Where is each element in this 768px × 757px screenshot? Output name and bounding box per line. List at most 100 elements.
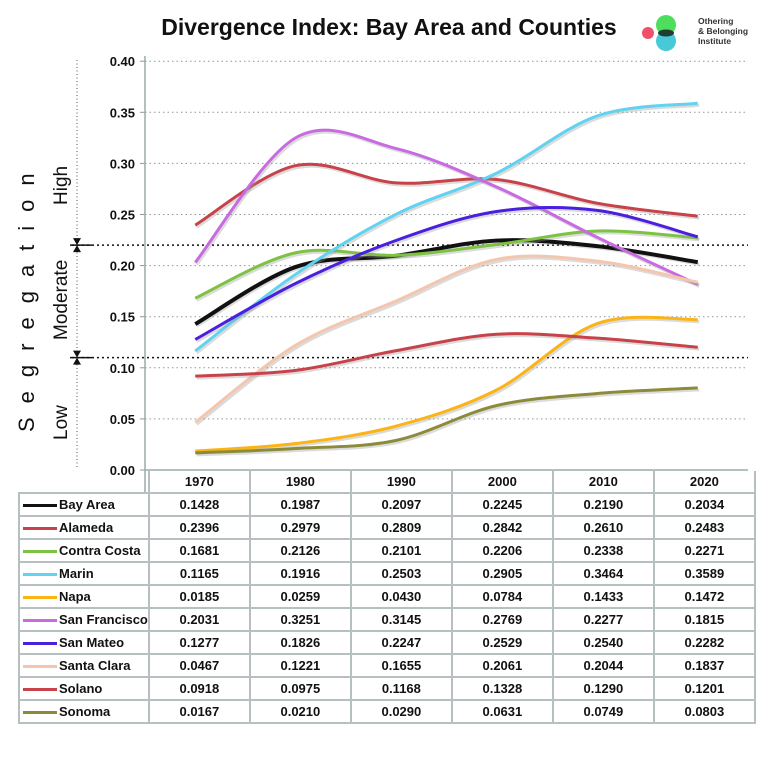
legend-swatch-icon [23,619,57,623]
data-label: 0.1837 [652,653,756,678]
series-line-shadow [196,208,700,343]
x-tick-label: 2020 [652,471,756,494]
label-low: Low [51,405,72,440]
series-name: Contra Costa [59,543,141,558]
legend-swatch-icon [23,573,57,577]
legend-entry: San Francisco [18,607,150,632]
data-label: 0.1277 [147,630,251,655]
series-line-san-francisco [194,128,699,286]
series-name: Marin [59,566,94,581]
series-line-napa [195,315,698,453]
legend-entry: Solano [18,676,150,701]
data-label: 0.0259 [248,584,352,609]
data-label: 0.2529 [450,630,554,655]
data-label: 0.0185 [147,584,251,609]
data-label: 0.2061 [450,653,554,678]
data-label: 0.2282 [652,630,756,655]
series-line-shadow [196,317,700,455]
data-label: 0.1655 [349,653,453,678]
series-line-shadow [196,231,700,302]
legend-swatch-icon [23,550,57,554]
table-row: Alameda 0.2396 0.2979 0.2809 0.2842 0.2610 0.2… [18,515,756,540]
series-name: Napa [59,589,91,604]
x-tick-label: 1970 [147,471,251,494]
data-label: 0.2809 [349,515,453,540]
y-tick-label: 0.25 [110,208,135,223]
data-label: 0.0918 [147,676,251,701]
legend-swatch-icon [23,642,57,646]
data-label: 0.3145 [349,607,453,632]
table-row: Bay Area 0.1428 0.1987 0.2097 0.2245 0.2190 0.… [18,492,756,517]
y-tick-label: 0.20 [110,259,135,274]
y-tick-label: 0.35 [110,105,135,120]
table-row: Solano 0.0918 0.0975 0.1168 0.1328 0.1290 0.12… [18,676,756,701]
data-label: 0.1987 [248,492,352,517]
data-label: 0.2277 [551,607,655,632]
series-name: Bay Area [59,497,115,512]
table-row: Marin 0.1165 0.1916 0.2503 0.2905 0.3464 0.358… [18,561,756,586]
data-label: 0.2097 [349,492,453,517]
series-name: Sonoma [59,704,111,719]
series-line-shadow [195,164,700,229]
table-row: Contra Costa 0.1681 0.2126 0.2101 0.2206 0.23… [18,538,756,563]
series-name: San Mateo [59,635,125,650]
data-label: 0.2101 [349,538,453,563]
data-label: 0.2126 [248,538,352,563]
series-line-santa-clara [194,254,699,424]
series-line-alameda [194,162,698,227]
data-label: 0.0290 [349,699,453,724]
y-tick-label: 0.05 [110,412,135,427]
data-label: 0.1328 [450,676,554,701]
legend-swatch-icon [23,711,57,715]
data-label: 0.3464 [551,561,655,586]
legend-entry: Contra Costa [18,538,150,563]
data-label: 0.2396 [147,515,251,540]
data-label: 0.2610 [551,515,655,540]
data-label: 0.1433 [551,584,655,609]
chart-title: Divergence Index: Bay Area and Counties [161,14,617,40]
threshold-arrow-icon [73,238,81,253]
legend-entry: Napa [18,584,150,609]
series-line-shadow [195,103,700,355]
data-label: 0.2905 [450,561,554,586]
data-label: 0.1165 [147,561,251,586]
data-label: 0.2271 [652,538,756,563]
legend-swatch-icon [23,527,57,531]
data-label: 0.1290 [551,676,655,701]
logo-icon [642,15,676,51]
y-tick-label: 0.40 [110,54,135,69]
y-tick-label: 0.00 [110,463,135,478]
data-label: 0.1826 [248,630,352,655]
data-label: 0.1201 [652,676,756,701]
series-name: Solano [59,681,103,696]
data-label: 0.1472 [652,584,756,609]
data-label: 0.2540 [551,630,655,655]
table-row: Sonoma 0.0167 0.0210 0.0290 0.0631 0.0749 0.08… [18,699,756,724]
data-label: 0.2842 [450,515,554,540]
data-label: 0.0167 [147,699,251,724]
series-line-shadow [196,240,700,328]
legend-entry: Bay Area [18,492,150,517]
legend-swatch-icon [23,688,57,692]
series-line-sonoma [195,386,698,455]
data-label: 0.1916 [248,561,352,586]
data-label: 0.2206 [450,538,554,563]
data-label: 0.1681 [147,538,251,563]
x-tick-label: 1990 [349,471,453,494]
series-line-shadow [196,334,700,380]
data-label: 0.2190 [551,492,655,517]
x-tick-label: 2010 [551,471,655,494]
data-label: 0.2031 [147,607,251,632]
data-label: 0.0210 [248,699,352,724]
y-tick-label: 0.15 [110,310,135,325]
data-label: 0.2338 [551,538,655,563]
data-label: 0.2247 [349,630,453,655]
series-line-contra-costa [194,229,698,300]
data-label: 0.0749 [551,699,655,724]
data-label: 0.1428 [147,492,251,517]
logo-line: Institute [698,36,732,46]
data-label: 0.0975 [248,676,352,701]
data-label: 0.2483 [652,515,756,540]
data-label: 0.3589 [652,561,756,586]
